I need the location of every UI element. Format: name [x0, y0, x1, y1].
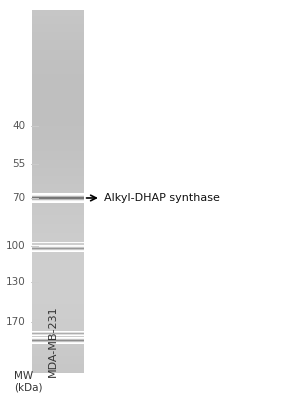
Text: 170: 170: [5, 316, 25, 326]
Text: 55: 55: [12, 159, 25, 169]
Text: MDA-MB-231: MDA-MB-231: [48, 306, 58, 377]
Text: 70: 70: [12, 193, 25, 203]
Text: 130: 130: [5, 277, 25, 287]
Text: Alkyl-DHAP synthase: Alkyl-DHAP synthase: [104, 193, 219, 203]
Text: MW
(kDa): MW (kDa): [14, 371, 42, 393]
Text: 40: 40: [12, 121, 25, 131]
Text: 100: 100: [6, 241, 25, 251]
